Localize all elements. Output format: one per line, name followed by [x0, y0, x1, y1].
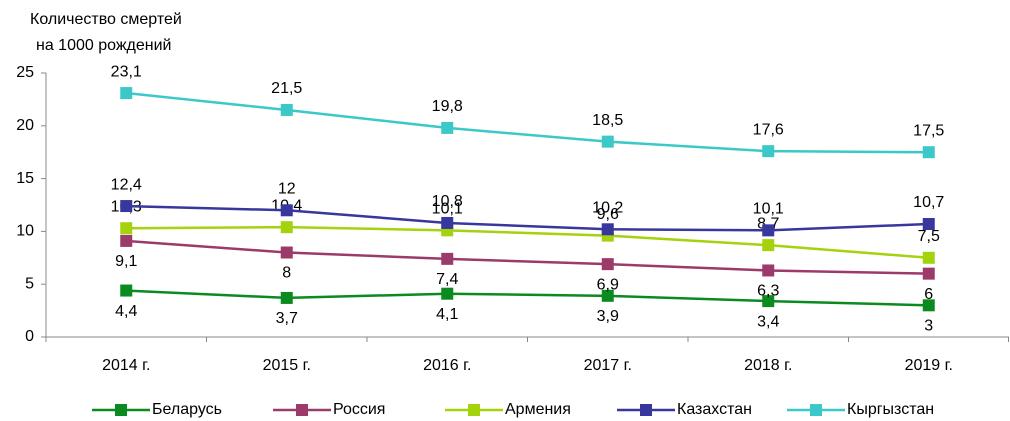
- data-label: 23,1: [111, 63, 142, 80]
- point-marker: [280, 221, 293, 234]
- data-label: 10,7: [913, 194, 944, 211]
- point-marker: [762, 264, 775, 277]
- data-label: 6: [924, 286, 933, 303]
- series-line: [126, 239, 929, 275]
- data-label: 4,1: [436, 306, 458, 323]
- data-label: 3,9: [597, 308, 619, 325]
- point-marker: [120, 87, 133, 100]
- point-marker: [280, 204, 293, 217]
- data-label: 3: [924, 318, 933, 335]
- point-marker: [601, 223, 614, 236]
- legend-label: Казахстан: [677, 401, 752, 418]
- point-marker: [441, 216, 454, 229]
- point-marker: [441, 252, 454, 265]
- point-marker: [441, 121, 454, 134]
- y-axis-label: на 1000 рождений: [36, 37, 171, 54]
- y-tick-label: 20: [16, 117, 34, 134]
- point-marker: [922, 267, 935, 280]
- series-line: [126, 225, 929, 260]
- x-tick-label: 2019 г.: [905, 357, 953, 374]
- point-marker: [280, 291, 293, 304]
- data-label: 19,8: [432, 98, 463, 115]
- legend-label: Кыргызстан: [847, 401, 934, 418]
- y-tick-label: 15: [16, 170, 34, 187]
- legend-label: Беларусь: [152, 401, 222, 418]
- data-label: 17,5: [913, 122, 944, 139]
- data-label: 3,4: [757, 313, 779, 330]
- data-label: 6,3: [757, 283, 779, 300]
- x-tick-label: 2018 г.: [744, 357, 792, 374]
- data-label: 10,1: [753, 201, 784, 218]
- series-line: [126, 91, 929, 154]
- data-label: 21,5: [271, 80, 302, 97]
- point-marker: [922, 146, 935, 159]
- legend-marker: [115, 404, 127, 416]
- point-marker: [280, 246, 293, 259]
- legend-marker: [296, 404, 308, 416]
- point-marker: [762, 295, 775, 308]
- legend-label: Армения: [505, 401, 571, 418]
- point-marker: [280, 103, 293, 116]
- point-marker: [601, 289, 614, 302]
- point-marker: [762, 145, 775, 158]
- point-marker: [120, 234, 133, 247]
- y-axis-label: Количество смертей: [30, 11, 182, 28]
- data-label: 7,4: [436, 271, 458, 288]
- x-tick-label: 2015 г.: [263, 357, 311, 374]
- point-marker: [601, 135, 614, 148]
- point-marker: [762, 224, 775, 237]
- data-label: 12: [278, 180, 296, 197]
- point-marker: [762, 239, 775, 252]
- point-marker: [120, 200, 133, 213]
- point-marker: [120, 222, 133, 235]
- data-label: 10,1: [432, 201, 463, 218]
- data-label: 12,4: [111, 176, 142, 193]
- data-label: 9,1: [115, 253, 137, 270]
- point-marker: [601, 258, 614, 271]
- series-line: [126, 289, 929, 307]
- point-marker: [922, 251, 935, 264]
- y-tick-label: 5: [25, 275, 34, 292]
- y-tick-label: 25: [16, 64, 34, 81]
- data-label: 10,8: [432, 193, 463, 210]
- point-marker: [922, 299, 935, 312]
- data-label: 4,4: [115, 303, 137, 320]
- data-label: 10,2: [592, 200, 623, 217]
- point-marker: [922, 218, 935, 231]
- legend-label: Россия: [333, 401, 385, 418]
- data-label: 6,9: [597, 276, 619, 293]
- legend-marker: [810, 404, 822, 416]
- data-label: 9,6: [597, 206, 619, 223]
- data-label: 8: [282, 265, 291, 282]
- x-tick-label: 2014 г.: [102, 357, 150, 374]
- legend-marker: [468, 404, 480, 416]
- y-tick-label: 0: [25, 328, 34, 345]
- data-label: 17,6: [753, 121, 784, 138]
- point-marker: [441, 287, 454, 300]
- legend-marker: [640, 404, 652, 416]
- x-tick-label: 2016 г.: [423, 357, 471, 374]
- point-marker: [120, 284, 133, 297]
- data-label: 7,5: [918, 228, 940, 245]
- data-label: 18,5: [592, 112, 623, 129]
- y-tick-label: 10: [16, 223, 34, 240]
- data-label: 3,7: [276, 310, 298, 327]
- series-line: [126, 204, 929, 232]
- x-tick-label: 2017 г.: [584, 357, 632, 374]
